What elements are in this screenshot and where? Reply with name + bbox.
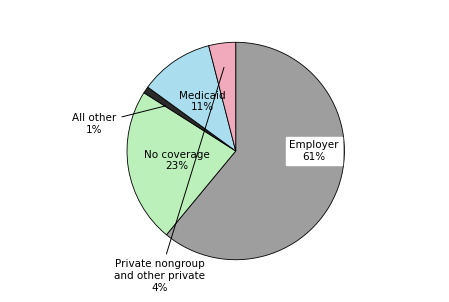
Text: Employer
61%: Employer 61% [289,140,339,162]
Wedge shape [209,42,236,151]
Wedge shape [127,93,236,235]
Text: Medicaid
11%: Medicaid 11% [179,91,225,112]
Wedge shape [144,87,236,151]
Wedge shape [148,46,236,151]
Text: No coverage
23%: No coverage 23% [144,149,210,171]
Text: Private nongroup
and other private
4%: Private nongroup and other private 4% [114,67,224,293]
Text: All other
1%: All other 1% [72,106,166,135]
Wedge shape [167,42,344,260]
